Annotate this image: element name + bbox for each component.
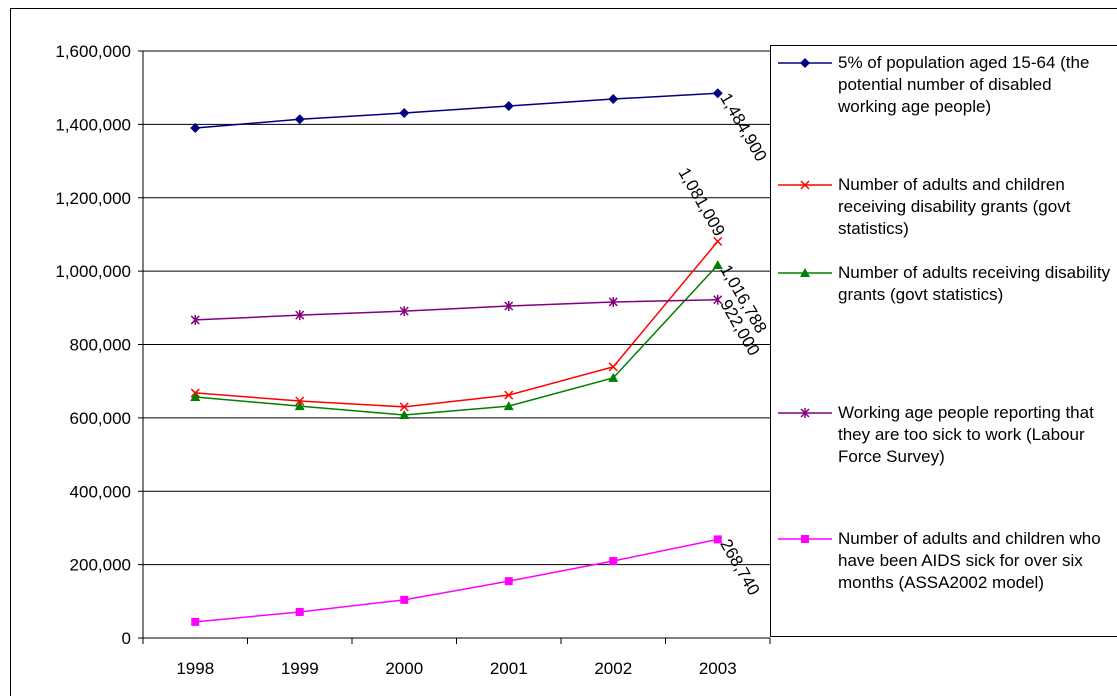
x-tick-label: 2003 (699, 659, 737, 678)
marker (191, 617, 200, 626)
marker (504, 390, 514, 400)
marker (800, 180, 810, 190)
marker (295, 310, 305, 321)
y-tick-label: 800,000 (70, 336, 131, 355)
marker (399, 402, 409, 412)
legend-label: Number of adults receiving disability gr… (838, 263, 1111, 304)
marker (713, 294, 723, 305)
y-tick-label: 400,000 (70, 482, 131, 501)
series-line (195, 538, 718, 623)
legend-label: Number of adults and children who have b… (838, 529, 1101, 592)
marker (608, 296, 618, 307)
legend-label: Working age people reporting that they a… (838, 403, 1094, 466)
y-tick-label: 1,000,000 (55, 262, 131, 281)
marker (800, 268, 810, 277)
y-tick-label: 0 (122, 629, 131, 648)
marker (399, 306, 409, 317)
marker (504, 300, 514, 311)
x-tick-label: 2002 (594, 659, 632, 678)
y-tick-label: 1,400,000 (55, 115, 131, 134)
y-tick-label: 1,600,000 (55, 42, 131, 61)
legend-label: 5% of population aged 15-64 (the potenti… (838, 53, 1090, 116)
marker (400, 595, 409, 604)
marker (190, 123, 201, 134)
marker (713, 535, 722, 544)
marker (399, 108, 410, 119)
series-line (195, 240, 719, 408)
marker (608, 372, 619, 382)
marker (295, 607, 304, 616)
marker (294, 401, 305, 411)
marker (294, 114, 305, 125)
series-line (195, 264, 719, 416)
marker (801, 535, 809, 543)
marker (504, 577, 513, 586)
marker (712, 88, 723, 99)
marker (713, 236, 723, 246)
y-tick-label: 600,000 (70, 409, 131, 428)
legend-box (770, 45, 1117, 637)
marker (399, 409, 410, 419)
marker (712, 259, 723, 269)
x-tick-label: 2001 (490, 659, 528, 678)
x-tick-label: 1999 (281, 659, 319, 678)
marker (190, 314, 200, 325)
marker (609, 556, 618, 565)
marker (800, 58, 810, 68)
y-tick-label: 200,000 (70, 556, 131, 575)
marker (295, 396, 305, 406)
marker (190, 391, 201, 401)
legend-label: Number of adults and children receiving … (838, 175, 1071, 238)
marker (800, 408, 810, 418)
x-tick-label: 1998 (176, 659, 214, 678)
marker (608, 362, 618, 372)
y-tick-label: 1,200,000 (55, 189, 131, 208)
marker (503, 401, 514, 411)
x-tick-label: 2000 (385, 659, 423, 678)
series-line (195, 298, 718, 321)
marker (503, 101, 514, 112)
series-line (195, 92, 718, 129)
marker (608, 94, 619, 105)
